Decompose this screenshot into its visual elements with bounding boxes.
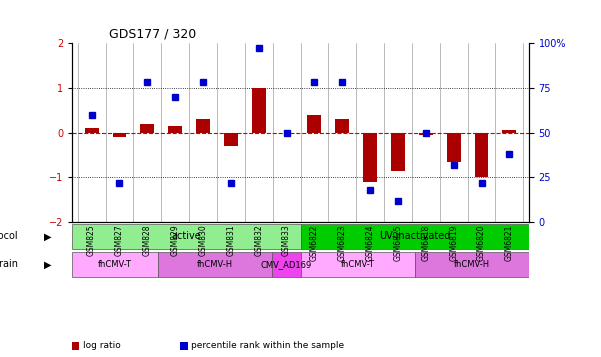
Text: GSM832: GSM832 bbox=[254, 225, 263, 256]
FancyBboxPatch shape bbox=[272, 252, 300, 277]
Text: GSM6824: GSM6824 bbox=[365, 225, 374, 261]
Bar bbox=[85, 128, 99, 132]
FancyBboxPatch shape bbox=[415, 252, 529, 277]
Text: fhCMV-H: fhCMV-H bbox=[454, 260, 490, 269]
Text: fhCMV-H: fhCMV-H bbox=[197, 260, 233, 269]
Text: log ratio: log ratio bbox=[83, 341, 121, 351]
Text: GSM6823: GSM6823 bbox=[338, 225, 347, 261]
Bar bbox=[391, 132, 405, 171]
Bar bbox=[447, 132, 460, 162]
Text: GSM6825: GSM6825 bbox=[394, 225, 403, 261]
Bar bbox=[475, 132, 489, 177]
Text: GSM6818: GSM6818 bbox=[421, 225, 430, 261]
Text: percentile rank within the sample: percentile rank within the sample bbox=[191, 341, 344, 351]
Text: GSM6821: GSM6821 bbox=[505, 225, 514, 261]
Text: fhCMV-T: fhCMV-T bbox=[98, 260, 132, 269]
Text: GSM829: GSM829 bbox=[171, 225, 180, 256]
Text: GSM833: GSM833 bbox=[282, 225, 291, 256]
FancyBboxPatch shape bbox=[300, 252, 415, 277]
Text: GSM828: GSM828 bbox=[143, 225, 152, 256]
Text: GSM830: GSM830 bbox=[198, 225, 207, 256]
Text: GSM831: GSM831 bbox=[227, 225, 236, 256]
Bar bbox=[196, 119, 210, 132]
FancyBboxPatch shape bbox=[157, 252, 272, 277]
Bar bbox=[308, 115, 322, 132]
Text: ▶: ▶ bbox=[44, 231, 52, 241]
Bar bbox=[363, 132, 377, 182]
FancyBboxPatch shape bbox=[72, 252, 157, 277]
Text: ▶: ▶ bbox=[44, 260, 52, 270]
Bar bbox=[224, 132, 238, 146]
Bar bbox=[252, 88, 266, 132]
Text: GDS177 / 320: GDS177 / 320 bbox=[109, 27, 196, 40]
Bar bbox=[335, 119, 349, 132]
FancyBboxPatch shape bbox=[300, 224, 529, 249]
Bar bbox=[168, 126, 182, 132]
Bar bbox=[419, 132, 433, 135]
Text: GSM6819: GSM6819 bbox=[449, 225, 458, 261]
Text: strain: strain bbox=[0, 260, 18, 270]
Text: GSM827: GSM827 bbox=[115, 225, 124, 256]
Bar bbox=[141, 124, 154, 132]
Bar bbox=[502, 130, 516, 132]
Text: GSM6820: GSM6820 bbox=[477, 225, 486, 261]
Text: GSM6822: GSM6822 bbox=[310, 225, 319, 261]
Text: fhCMV-T: fhCMV-T bbox=[341, 260, 374, 269]
Text: CMV_AD169: CMV_AD169 bbox=[261, 260, 312, 269]
Text: active: active bbox=[171, 231, 201, 241]
Bar bbox=[112, 132, 126, 137]
Text: GSM825: GSM825 bbox=[87, 225, 96, 256]
FancyBboxPatch shape bbox=[72, 224, 300, 249]
Text: protocol: protocol bbox=[0, 231, 18, 241]
Text: UV-inactivated: UV-inactivated bbox=[379, 231, 450, 241]
